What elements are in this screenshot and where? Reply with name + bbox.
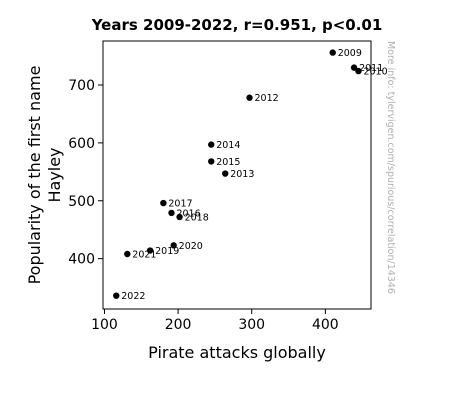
y-axis: 400 500 600 700: [68, 78, 103, 268]
data-point: [124, 250, 131, 258]
x-tick-label: 100: [91, 317, 118, 333]
y-tick-label: 700: [68, 78, 95, 94]
x-tick-label: 300: [238, 317, 265, 333]
data-point: [176, 213, 183, 221]
point-label: 2018: [185, 212, 209, 223]
point-label: 2014: [216, 140, 240, 151]
source-watermark: More info: tylervigen.com/spurious/corre…: [385, 41, 396, 294]
chart-title: Years 2009-2022, r=0.951, p<0.01: [91, 16, 383, 34]
data-point: [160, 199, 167, 207]
x-axis: 100 200 300 400: [91, 309, 339, 333]
point-label: 2011: [359, 63, 383, 74]
point-label: 2022: [121, 291, 145, 302]
y-tick-label: 400: [68, 252, 95, 268]
data-point: [208, 141, 215, 148]
point-label: 2021: [132, 250, 156, 261]
point-label: 2013: [230, 169, 254, 180]
plot-area: [102, 40, 372, 310]
data-point: [146, 247, 154, 254]
x-tick-label: 400: [312, 317, 339, 333]
point-label: 2016: [176, 208, 200, 219]
data-point: [350, 64, 358, 71]
data-point: [355, 67, 362, 75]
point-label: 2020: [179, 241, 203, 252]
y-tick-label: 600: [68, 136, 95, 152]
x-tick-label: 200: [165, 317, 192, 333]
y-axis-label-line2: Hayley: [45, 147, 64, 202]
data-point: [170, 242, 177, 249]
data-point: [329, 49, 336, 56]
point-label: 2019: [155, 246, 179, 257]
y-axis-label-line1: Popularity of the first name: [25, 66, 44, 285]
point-label: 2015: [216, 157, 240, 168]
point-label: 2017: [168, 199, 192, 210]
data-point: [208, 158, 215, 165]
data-point: [113, 292, 120, 299]
data-points: [113, 49, 362, 299]
data-point: [168, 209, 175, 217]
point-label: 2010: [363, 67, 387, 78]
data-point: [222, 170, 229, 177]
data-point: [246, 94, 253, 101]
point-label: 2012: [255, 93, 279, 104]
point-label: 2009: [338, 48, 362, 59]
y-tick-label: 500: [68, 194, 95, 210]
x-axis-label: Pirate attacks globally: [148, 343, 326, 362]
